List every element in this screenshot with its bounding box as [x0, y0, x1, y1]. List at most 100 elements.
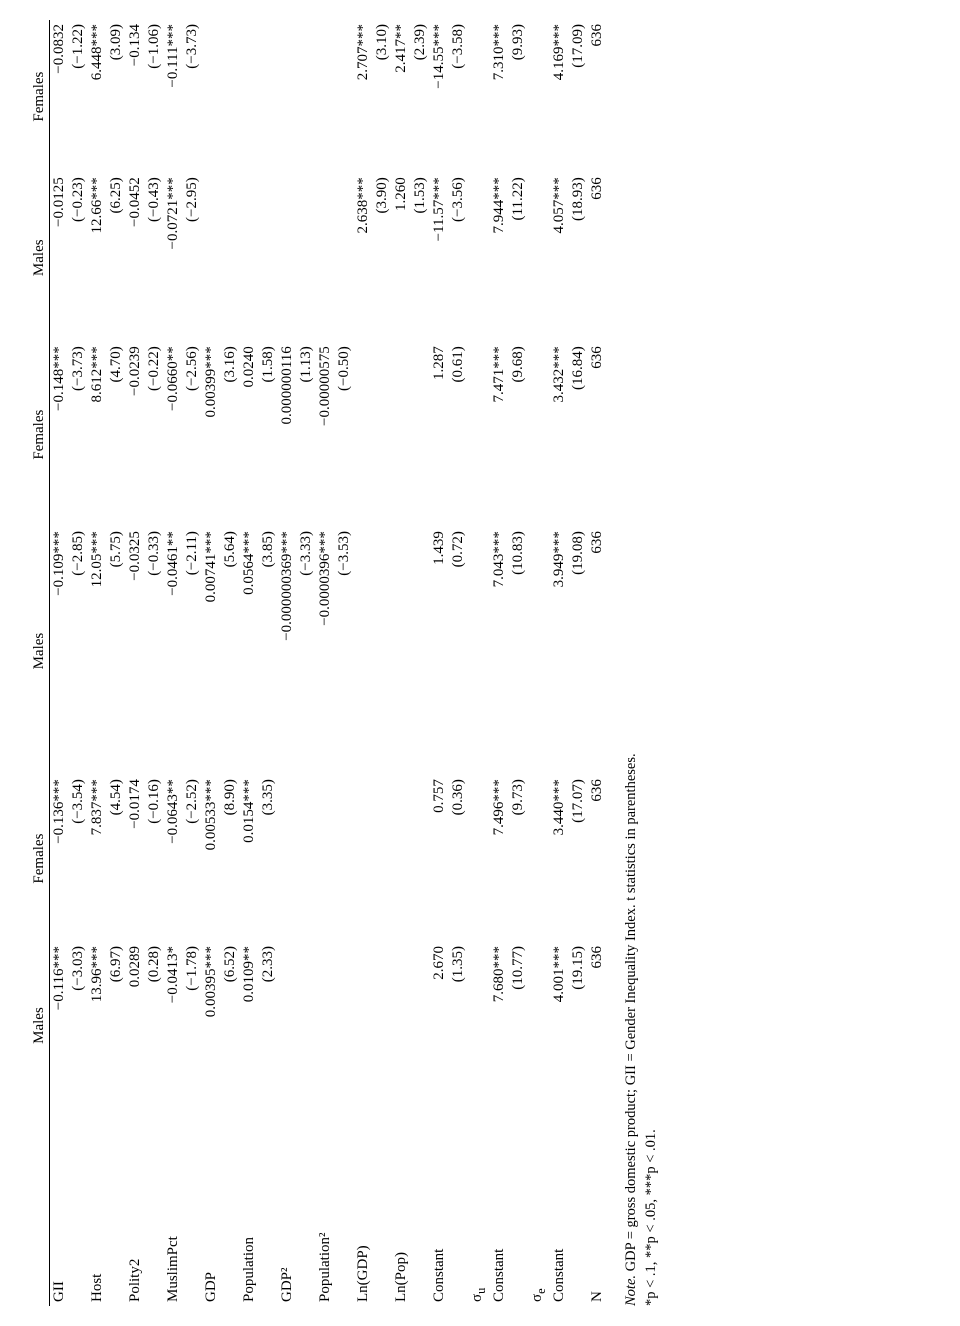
row-label-cell	[569, 1109, 588, 1306]
table-row: Constant2.6700.7571.4391.287−11.57***−14…	[430, 20, 449, 1306]
data-cell: (1.58)	[259, 342, 278, 527]
data-cell: −0.148***	[50, 342, 70, 527]
table-row: (−1.78)(−2.52)(−2.11)(−2.56)(−2.95)(−3.7…	[183, 20, 202, 1306]
data-cell: (10.77)	[509, 942, 528, 1109]
data-cell	[392, 775, 411, 942]
data-cell: −0.111***	[164, 20, 183, 173]
note-text: GDP = gross domestic product; GII = Gend…	[623, 753, 639, 1275]
data-cell: (3.09)	[107, 20, 126, 173]
data-cell: 7.837***	[88, 775, 107, 942]
data-cell: (−0.50)	[335, 342, 354, 527]
data-cell: (9.93)	[509, 20, 528, 173]
data-cell	[278, 173, 297, 342]
data-cell: −0.0325	[126, 527, 145, 775]
data-cell: (−3.73)	[183, 20, 202, 173]
data-cell: 636	[588, 20, 607, 173]
table-row: (−3.33)(1.13)	[297, 20, 316, 1306]
data-cell: (−0.33)	[145, 527, 164, 775]
data-cell: −14.55***	[430, 20, 449, 173]
data-cell: (1.13)	[297, 342, 316, 527]
data-cell	[373, 942, 392, 1109]
data-cell: 636	[588, 342, 607, 527]
row-label-cell	[411, 1109, 430, 1306]
data-cell: −0.109***	[50, 527, 70, 775]
data-cell: 1.287	[430, 342, 449, 527]
data-cell: 7.471***	[490, 342, 509, 527]
row-label-cell: Constant	[550, 1109, 569, 1306]
table-row: Population²−0.0000396***−0.00000575	[316, 20, 335, 1306]
data-cell	[468, 20, 490, 173]
data-cell	[411, 942, 430, 1109]
data-cell: (3.10)	[373, 20, 392, 173]
table-row: (6.97)(4.54)(5.75)(4.70)(6.25)(3.09)	[107, 20, 126, 1306]
data-cell: (−2.56)	[183, 342, 202, 527]
table-row: Ln(GDP)2.638***2.707***	[354, 20, 373, 1306]
data-cell: 7.944***	[490, 173, 509, 342]
data-cell: (4.70)	[107, 342, 126, 527]
data-cell: (1.53)	[411, 173, 430, 342]
data-cell: (17.09)	[569, 20, 588, 173]
row-label-cell: Host	[88, 1109, 107, 1306]
table-row: Population0.0109**0.0154***0.0564***0.02…	[240, 20, 259, 1306]
row-label-cell: GDP	[202, 1109, 221, 1306]
data-cell: 7.043***	[490, 527, 509, 775]
data-cell: −0.0660**	[164, 342, 183, 527]
data-cell	[373, 342, 392, 527]
significance-levels: *p < .1, **p < .05, ***p < .01.	[641, 20, 661, 1306]
data-cell: (6.52)	[221, 942, 240, 1109]
data-cell: −0.0239	[126, 342, 145, 527]
data-cell: −0.0721***	[164, 173, 183, 342]
data-cell: −0.0174	[126, 775, 145, 942]
data-cell: 3.949***	[550, 527, 569, 775]
data-cell: (2.33)	[259, 942, 278, 1109]
data-cell: 4.169***	[550, 20, 569, 173]
data-cell: 2.417**	[392, 20, 411, 173]
table-row: GDP0.00395***0.00533***0.00741***0.00399…	[202, 20, 221, 1306]
data-cell: (3.35)	[259, 775, 278, 942]
data-cell	[392, 342, 411, 527]
row-label-cell: MuslimPct	[164, 1109, 183, 1306]
data-cell	[354, 342, 373, 527]
data-cell: (−0.16)	[145, 775, 164, 942]
data-cell	[335, 173, 354, 342]
data-cell	[411, 527, 430, 775]
data-cell: (5.75)	[107, 527, 126, 775]
data-cell: (−3.54)	[69, 775, 88, 942]
row-label-cell: GDP²	[278, 1109, 297, 1306]
data-cell: 7.310***	[490, 20, 509, 173]
row-label-cell	[297, 1109, 316, 1306]
table-row: Host13.96***7.837***12.05***8.612***12.6…	[88, 20, 107, 1306]
column-header: Males	[30, 173, 50, 342]
data-cell	[468, 527, 490, 775]
data-cell: (−2.11)	[183, 527, 202, 775]
data-cell: 636	[588, 942, 607, 1109]
data-cell	[468, 942, 490, 1109]
data-cell: (−2.52)	[183, 775, 202, 942]
table-row: (19.15)(17.07)(19.08)(16.84)(18.93)(17.0…	[569, 20, 588, 1306]
table-row: (1.53)(2.39)	[411, 20, 430, 1306]
row-label-cell: Population	[240, 1109, 259, 1306]
table-row: GDP²−0.000000369***0.000000116	[278, 20, 297, 1306]
data-cell: (18.93)	[569, 173, 588, 342]
data-cell: (9.68)	[509, 342, 528, 527]
column-header: Females	[30, 342, 50, 527]
data-cell	[335, 942, 354, 1109]
data-cell: −0.00000575	[316, 342, 335, 527]
table-row: N636636636636636636	[588, 20, 607, 1306]
data-cell	[468, 173, 490, 342]
data-cell	[354, 527, 373, 775]
data-cell	[259, 173, 278, 342]
data-cell: −0.134	[126, 20, 145, 173]
row-label-cell: σu	[468, 1109, 490, 1306]
data-cell: (−3.33)	[297, 527, 316, 775]
data-cell: 6.448***	[88, 20, 107, 173]
data-cell: (16.84)	[569, 342, 588, 527]
data-cell	[335, 775, 354, 942]
data-cell	[528, 527, 550, 775]
column-header: Males	[30, 527, 50, 775]
row-label-cell	[373, 1109, 392, 1306]
data-cell: (−1.06)	[145, 20, 164, 173]
data-cell: −0.0413*	[164, 942, 183, 1109]
data-cell: (3.16)	[221, 342, 240, 527]
table-row: GII−0.116***−0.136***−0.109***−0.148***−…	[50, 20, 70, 1306]
